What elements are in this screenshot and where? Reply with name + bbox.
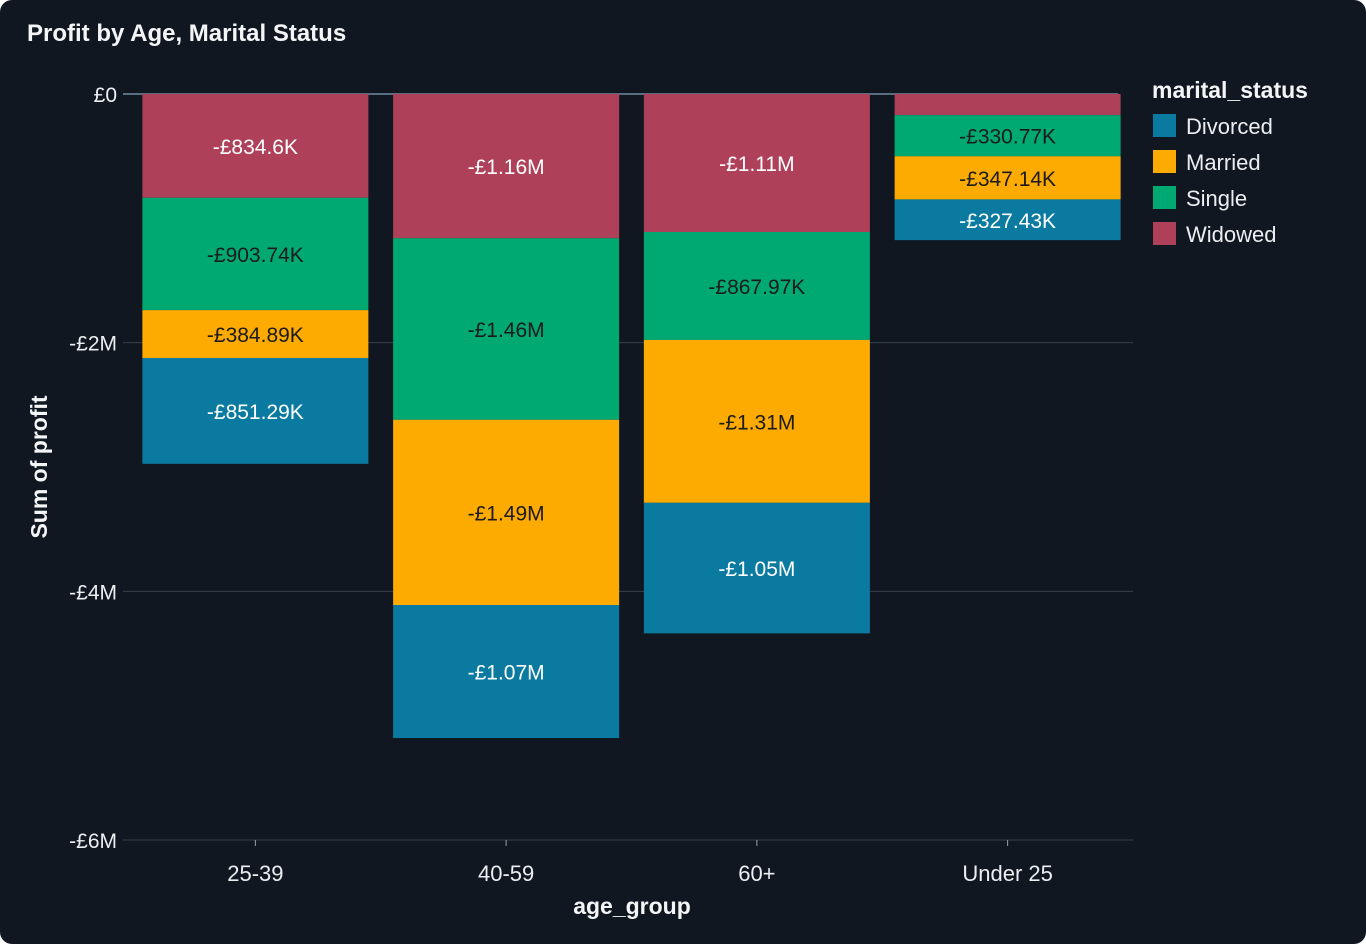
x-tick-label: Under 25 bbox=[962, 861, 1053, 886]
legend-swatch-single[interactable] bbox=[1153, 186, 1176, 209]
bar-married-2[interactable] bbox=[643, 339, 870, 503]
bar-widowed-3[interactable] bbox=[894, 94, 1121, 116]
y-axis-title: Sum of profit bbox=[26, 395, 52, 538]
bar-value-label: -£1.05M bbox=[718, 558, 795, 581]
bar-divorced-1[interactable] bbox=[393, 605, 620, 739]
bar-value-label: -£330.77K bbox=[959, 126, 1056, 149]
bar-divorced-3[interactable] bbox=[894, 199, 1121, 241]
legend-swatch-widowed[interactable] bbox=[1153, 222, 1176, 245]
legend-swatch-married[interactable] bbox=[1153, 150, 1176, 173]
bar-value-label: -£384.89K bbox=[207, 324, 304, 347]
y-tick-label: -£6M bbox=[69, 830, 117, 853]
bar-value-label: -£347.14K bbox=[959, 168, 1056, 191]
x-tick-label: 60+ bbox=[738, 861, 775, 886]
bar-value-label: -£851.29K bbox=[207, 401, 304, 424]
bar-married-3[interactable] bbox=[894, 156, 1121, 200]
bar-single-3[interactable] bbox=[894, 115, 1121, 157]
bar-value-label: -£1.46M bbox=[468, 319, 545, 342]
x-axis-title: age_group bbox=[573, 893, 691, 919]
bar-divorced-0[interactable] bbox=[142, 357, 369, 464]
bar-value-label: -£1.31M bbox=[718, 411, 795, 434]
bar-widowed-1[interactable] bbox=[393, 94, 620, 239]
bars bbox=[142, 94, 1121, 739]
x-tick-label: 25-39 bbox=[227, 861, 283, 886]
chart-title: Profit by Age, Marital Status bbox=[27, 20, 347, 47]
legend-label-divorced[interactable]: Divorced bbox=[1186, 114, 1273, 139]
y-tick-label: -£2M bbox=[69, 333, 117, 356]
bar-value-label: -£903.74K bbox=[207, 244, 304, 267]
legend-swatch-divorced[interactable] bbox=[1153, 114, 1176, 137]
bar-value-label: -£1.16M bbox=[468, 156, 545, 179]
bar-value-label: -£834.6K bbox=[213, 136, 298, 159]
bar-value-label: -£867.97K bbox=[708, 276, 805, 299]
y-tick-label: -£4M bbox=[69, 581, 117, 604]
bar-widowed-0[interactable] bbox=[142, 94, 369, 198]
bar-value-label: -£327.43K bbox=[959, 210, 1056, 233]
x-tick-label: 40-59 bbox=[478, 861, 534, 886]
y-tick-label: £0 bbox=[94, 84, 117, 107]
bar-single-1[interactable] bbox=[393, 238, 620, 420]
legend-label-married[interactable]: Married bbox=[1186, 150, 1261, 175]
legend[interactable]: marital_status Divorced Married Single Widow… bbox=[1152, 77, 1308, 247]
bar-married-0[interactable] bbox=[142, 310, 369, 358]
bar-value-labels: -£834.6K -£903.74K -£384.89K -£851.29K -£1.1… bbox=[207, 126, 1056, 685]
bar-value-label: -£1.07M bbox=[468, 662, 545, 685]
bar-widowed-2[interactable] bbox=[643, 94, 870, 233]
legend-label-single[interactable]: Single bbox=[1186, 186, 1247, 211]
legend-title: marital_status bbox=[1152, 77, 1308, 103]
bar-divorced-2[interactable] bbox=[643, 502, 870, 634]
bar-single-2[interactable] bbox=[643, 232, 870, 340]
bar-value-label: -£1.11M bbox=[719, 153, 794, 176]
axes: £0 -£2M -£4M -£6M 25-39 40-59 60+ Under 25 age_g… bbox=[26, 84, 1053, 919]
bar-single-0[interactable] bbox=[142, 197, 369, 311]
bar-married-1[interactable] bbox=[393, 419, 620, 606]
bar-value-label: -£1.49M bbox=[468, 502, 545, 525]
legend-label-widowed[interactable]: Widowed bbox=[1186, 222, 1276, 247]
